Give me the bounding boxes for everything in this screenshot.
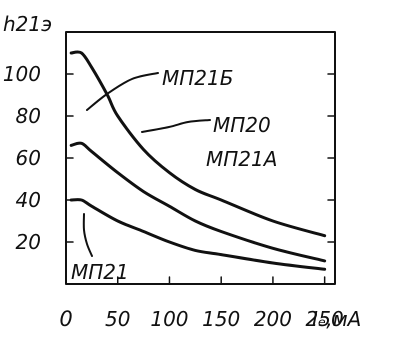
text-layer: 0 50 100 150 200 250 20 40 60 80 100 МП21Б МП20 МП21А… bbox=[3, 12, 362, 331]
annotation-leader bbox=[141, 119, 211, 133]
series-layer bbox=[69, 50, 327, 271]
series-line-mp20-mp21a bbox=[69, 141, 327, 263]
y-tick-label: 60 bbox=[16, 146, 41, 170]
x-tick-label: 250 bbox=[306, 307, 344, 331]
y-axis-label: h21э bbox=[3, 12, 52, 36]
x-tick-label: 150 bbox=[202, 307, 240, 331]
x-tick-label: 200 bbox=[254, 307, 292, 331]
annotation-mp21: МП21 bbox=[71, 260, 129, 284]
annotation-leader bbox=[82, 213, 93, 257]
annotation-mp21b: МП21Б bbox=[162, 66, 233, 90]
x-axis-label: Iₑ,мA bbox=[312, 307, 361, 331]
origin-label: 0 bbox=[59, 307, 72, 331]
series-line-mp21b bbox=[69, 50, 327, 238]
annotation-mp20: МП20 bbox=[213, 113, 271, 137]
y-tick-label: 40 bbox=[16, 188, 41, 212]
annotation-mp21a: МП21А bbox=[206, 147, 277, 171]
series-line-mp21 bbox=[69, 198, 327, 271]
y-tick-label: 100 bbox=[3, 62, 41, 86]
annotation-leader bbox=[86, 72, 159, 111]
annotation-layer bbox=[82, 72, 211, 257]
y-tick-label: 80 bbox=[16, 104, 41, 128]
x-tick-label: 100 bbox=[150, 307, 188, 331]
x-tick-label: 50 bbox=[105, 307, 130, 331]
y-tick-label: 20 bbox=[16, 230, 41, 254]
